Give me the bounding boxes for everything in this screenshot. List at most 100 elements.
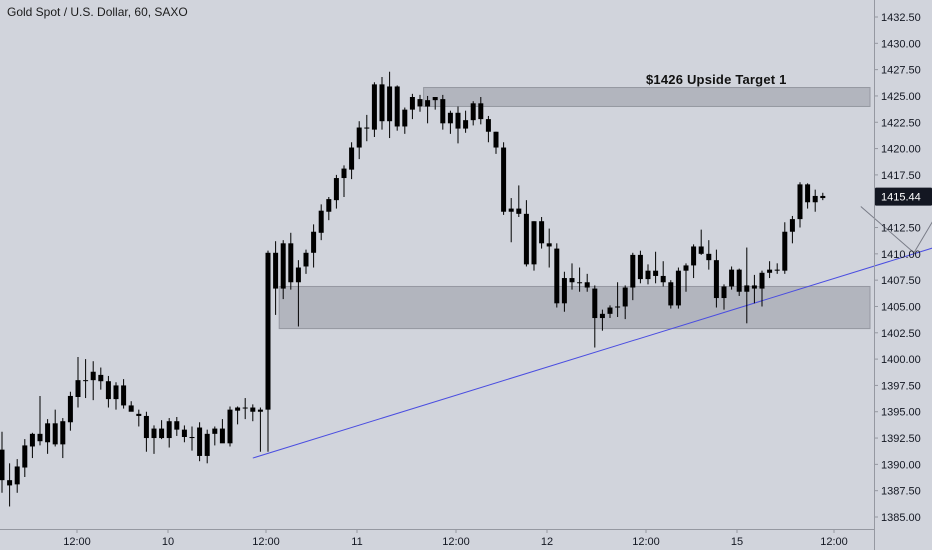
price-tick-label: 1387.50 [881,486,921,498]
candle [782,222,788,274]
candle-body [744,285,750,292]
candle-body [584,282,590,288]
candle-body [333,178,339,201]
candle-body [22,445,28,468]
candle [516,185,522,217]
candle-body [379,84,385,122]
time-axis[interactable]: 12:00 10 12:00 11 12:00 12 12:00 15 12:00 [63,529,848,548]
price-tick-label: 1397.50 [881,380,921,392]
candle [387,71,393,139]
candle-body [508,208,514,212]
candle [493,131,499,154]
candle-body [204,433,210,456]
candle-body [683,265,689,271]
rising-trendline[interactable] [252,214,932,459]
candle [0,431,5,493]
candle-body [812,195,818,203]
price-tick-label: 1402.50 [881,328,921,340]
price-axis[interactable]: 1432.50 1430.00 1427.50 1425.00 1422.50 1420.… [874,12,921,524]
candle-body [729,269,735,287]
candle [136,409,142,427]
candle-body [311,231,317,253]
candle-body [622,287,628,307]
candle-body [447,112,453,124]
candle-body [128,405,134,412]
candle-body [516,208,522,214]
candle-body [67,395,73,423]
time-tick-label: 12 [541,536,553,548]
candle [622,285,628,320]
candle [265,250,271,452]
candle [675,267,681,309]
candle [805,183,811,209]
candle-body [105,381,111,400]
candle [288,232,294,290]
candle-body [326,199,332,212]
candle-body [265,252,271,410]
chart-title: Gold Spot / U.S. Dollar, 60, SAXO [7,5,188,19]
price-tick-label: 1430.00 [881,38,921,50]
candle-body [706,253,712,261]
candle-body [159,428,165,439]
candle-body [409,97,415,110]
candle [561,271,567,312]
candle [470,101,476,126]
candle [7,463,13,507]
candle [242,398,248,420]
candle [67,391,73,431]
candle [128,401,134,412]
candle-body [767,269,773,273]
candle-body [280,243,286,289]
candle-body [37,433,43,442]
price-tick-label: 1400.00 [881,354,921,366]
candle-body [189,437,195,439]
upside-target-annotation: $1426 Upside Target 1 [646,72,787,87]
candle [371,82,377,137]
upper-resistance-zone[interactable] [423,87,871,107]
candle [227,406,233,447]
candle [37,395,43,446]
candle-body [45,423,51,443]
candle [569,263,575,290]
time-tick-label: 12:00 [63,536,91,548]
candle-body [371,84,377,130]
candle-body [83,380,89,382]
candle-body [303,252,309,267]
candle [273,241,279,315]
candle-body [219,428,225,444]
candle-body [554,248,560,304]
price-tick-label: 1412.50 [881,223,921,235]
candle-body [387,86,393,122]
candle-body [805,184,811,203]
candle-body [227,409,233,444]
candle [166,418,172,448]
candle [698,229,704,255]
candle-body [759,272,765,289]
support-zone[interactable] [278,285,871,330]
candle [326,197,332,221]
candle [181,425,187,443]
candle-body [143,415,149,439]
candle [508,198,514,243]
candle [653,251,659,284]
candle-body [721,286,727,299]
candle-body [615,306,621,308]
candle [455,106,461,144]
candle-body [698,246,704,254]
candle [721,284,727,310]
price-tick-label: 1395.00 [881,407,921,419]
candle [789,215,795,244]
candle-body [136,413,142,416]
candle-body [782,231,788,271]
candle [599,309,605,331]
candle [151,425,157,454]
candle-body [470,103,476,121]
candle [219,419,225,444]
candle [356,121,362,160]
candle [121,379,127,409]
candle-body [75,380,81,397]
projection-path[interactable] [860,99,932,254]
